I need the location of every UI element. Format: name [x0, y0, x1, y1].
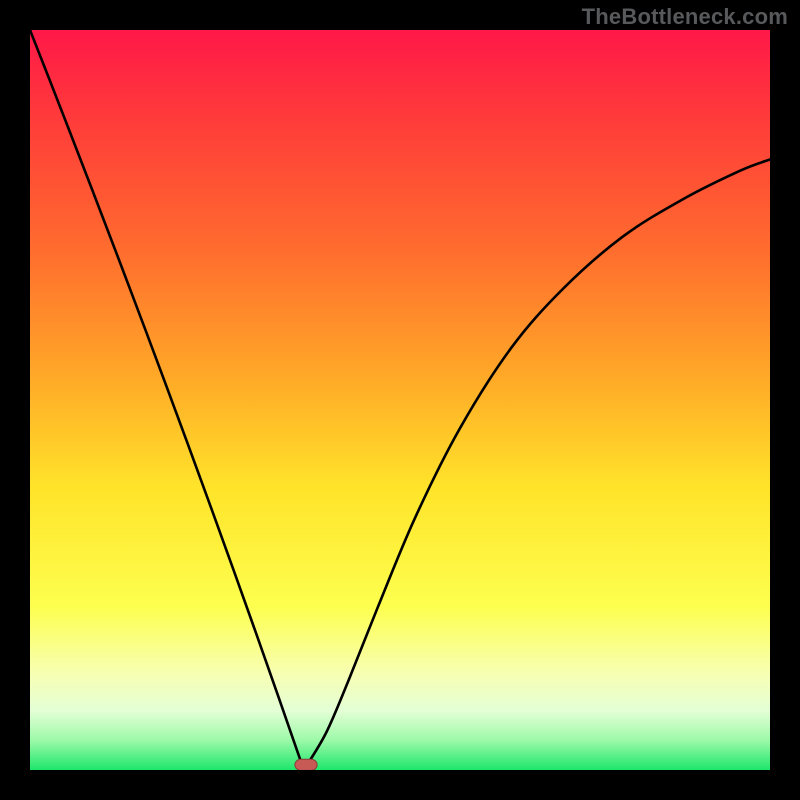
plot-area — [30, 30, 770, 770]
optimal-point-marker — [295, 759, 317, 770]
chart-frame: TheBottleneck.com — [0, 0, 800, 800]
gradient-v-curve-chart — [30, 30, 770, 770]
plot-background — [30, 30, 770, 770]
watermark-text: TheBottleneck.com — [582, 4, 788, 30]
